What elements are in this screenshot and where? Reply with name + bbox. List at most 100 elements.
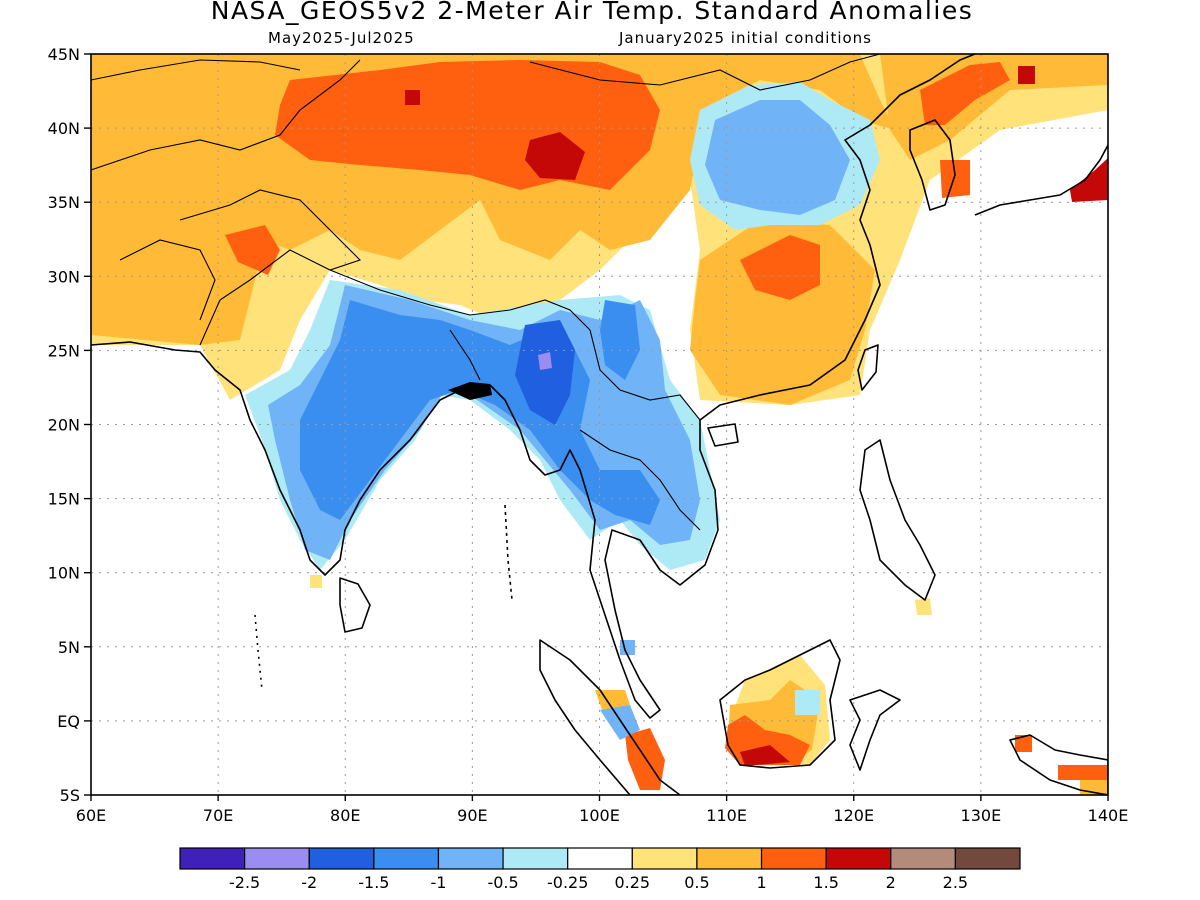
- colorbar-swatch: [825, 847, 892, 870]
- lon-tick-label: 140E: [1088, 806, 1129, 825]
- colorbar-label: -1.5: [358, 873, 389, 892]
- anomaly-0.5-region: [310, 575, 322, 588]
- colorbar-label: -2.5: [229, 873, 260, 892]
- borneo-coast: [719, 639, 841, 769]
- lake: [448, 382, 492, 400]
- anomaly-1-region: [880, 54, 1108, 160]
- country-border: [179, 189, 362, 346]
- anomaly-neg-1-region: [600, 300, 640, 380]
- lon-tick-label: 100E: [579, 806, 620, 825]
- anomaly-1.5-region: [1015, 735, 1032, 752]
- colorbar-swatch: [437, 847, 504, 870]
- taiwan-coast: [857, 344, 879, 391]
- lat-tick-label: 35N: [48, 193, 80, 212]
- lat-tick-label: 30N: [48, 267, 80, 286]
- colorbar-label: 1.5: [813, 873, 838, 892]
- india-coastline: [91, 341, 491, 576]
- lat-tick-label: 15N: [48, 490, 80, 509]
- lon-tick-label: 70E: [203, 806, 233, 825]
- anomaly-1.5-region: [740, 235, 820, 300]
- colorbar-label: 2: [886, 873, 896, 892]
- colorbar-swatch: [567, 847, 633, 870]
- korea-coast: [909, 119, 956, 211]
- colorbar-label: -2: [301, 873, 317, 892]
- lat-tick-label: 5N: [58, 638, 80, 657]
- anomaly-neg-2-region: [538, 352, 552, 370]
- colorbar-label: -0.25: [547, 873, 588, 892]
- anomaly-1.5-region: [940, 160, 970, 198]
- hainan-coast: [707, 423, 739, 447]
- malay-peninsula-coast: [604, 420, 719, 719]
- bay-of-bengal-east-coast: [489, 384, 611, 631]
- forecast-period: May2025-Jul2025: [268, 29, 415, 47]
- anomaly-2-region: [1018, 66, 1035, 84]
- country-border: [529, 54, 881, 91]
- lat-tick-label: EQ: [57, 712, 80, 731]
- lat-tick-label: 40N: [48, 119, 80, 138]
- country-border: [91, 59, 301, 81]
- anomaly-1.5-region: [225, 225, 280, 275]
- anomaly-1.5-region: [1058, 765, 1108, 780]
- initial-conditions: January2025 initial conditions: [619, 29, 872, 47]
- anomaly-neg-0.5-region: [705, 100, 850, 215]
- colorbar-swatch: [890, 847, 956, 870]
- colorbar-swatch: [696, 847, 763, 870]
- maldives-islands: [254, 614, 263, 691]
- country-border: [329, 269, 591, 331]
- colorbar-swatch: [954, 847, 1021, 870]
- colorbar-label: 1: [756, 873, 766, 892]
- anomaly-0.5-region: [915, 598, 932, 615]
- country-border: [579, 429, 701, 531]
- country-border: [119, 239, 216, 321]
- colorbar-label: -1: [430, 873, 446, 892]
- longitude-axis: 60E 70E 80E 90E 100E 110E 120E 130E 140E: [76, 795, 1129, 825]
- anomaly-neg-0.25-region: [795, 690, 820, 715]
- anomaly-2-region: [405, 90, 420, 105]
- philippines-coast: [859, 439, 936, 601]
- latitude-axis: 45N 40N 35N 30N 25N 20N 15N 10N 5N EQ 5S: [48, 45, 91, 805]
- colorbar-label: 2.5: [943, 873, 968, 892]
- country-border: [91, 59, 361, 171]
- anomaly-neg-1.5-region: [515, 320, 575, 425]
- vietnam-china-coast: [699, 54, 976, 421]
- map-plot-area: [91, 54, 1108, 795]
- lon-tick-label: 60E: [76, 806, 106, 825]
- colorbar-label: 0.5: [684, 873, 709, 892]
- country-borders: [91, 54, 881, 531]
- lon-tick-label: 120E: [833, 806, 874, 825]
- colorbar: -2.5 -2 -1.5 -1 -0.5 -0.25 0.25 0.5 1 1.5 2 2.5: [179, 847, 1021, 892]
- anomaly-1.5-region: [920, 62, 1010, 125]
- anomaly-2-region: [740, 745, 790, 766]
- japan-coast: [974, 144, 1108, 216]
- country-border: [589, 329, 701, 421]
- lon-tick-label: 80E: [330, 806, 360, 825]
- sumatra-coast: [539, 639, 681, 795]
- lon-tick-label: 130E: [961, 806, 1002, 825]
- lon-tick-label: 90E: [457, 806, 487, 825]
- lat-tick-label: 25N: [48, 341, 80, 360]
- lon-tick-label: 110E: [706, 806, 747, 825]
- lat-tick-label: 5S: [60, 786, 80, 805]
- anomaly-2-region: [525, 132, 585, 180]
- colorbar-label: -0.5: [487, 873, 518, 892]
- graticule: [91, 54, 1108, 795]
- colorbar-swatch: [502, 847, 569, 870]
- map-title: NASA_GEOS5v2 2-Meter Air Temp. Standard …: [210, 0, 974, 25]
- lakes: [448, 382, 492, 400]
- anomaly-2-region: [1070, 158, 1108, 202]
- colorbar-label: 0.25: [614, 873, 650, 892]
- colorbar-swatch: [308, 847, 375, 870]
- cool-anomaly-fields: [245, 82, 880, 740]
- sri-lanka-coast: [339, 577, 371, 633]
- colorbar-swatch: [373, 847, 440, 870]
- coastlines: [91, 54, 1108, 795]
- lat-tick-label: 20N: [48, 416, 80, 435]
- lat-tick-label: 10N: [48, 564, 80, 583]
- colorbar-swatch: [631, 847, 698, 870]
- colorbar-swatch: [244, 847, 310, 870]
- anomaly-1-region: [690, 220, 875, 405]
- anomaly-neg-0.5-region: [600, 705, 640, 740]
- new-guinea-coast: [1009, 734, 1108, 795]
- lat-tick-label: 45N: [48, 45, 80, 64]
